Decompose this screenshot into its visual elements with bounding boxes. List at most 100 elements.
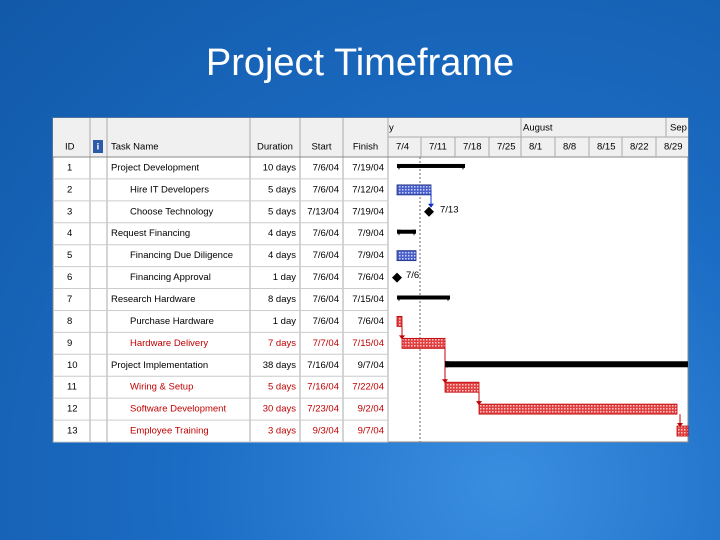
info-icon-glyph: i [97, 142, 100, 153]
summary-end [397, 229, 416, 236]
task-cell: 5 days [268, 382, 296, 393]
column-header: Duration [257, 142, 293, 153]
task-cell: 12 [67, 404, 78, 415]
task-cell: 7/15/04 [352, 294, 384, 305]
dependency-arrow [476, 401, 482, 406]
task-cell: 7/13/04 [307, 206, 339, 217]
dependency-arrow [428, 203, 434, 208]
task-cell: 10 days [263, 162, 297, 173]
task-cell: 7 [67, 294, 72, 305]
task-name: Employee Training [130, 426, 209, 437]
task-cell: 3 days [268, 426, 296, 437]
task-cell: 9 [67, 338, 72, 349]
task-name: Purchase Hardware [130, 316, 214, 327]
task-cell: 2 [67, 184, 72, 195]
task-name: Choose Technology [130, 206, 214, 217]
week-label: 7/4 [396, 142, 409, 153]
summary-bar [397, 229, 416, 234]
task-cell: 5 [67, 250, 72, 261]
task-cell: 4 [67, 228, 72, 239]
task-cell: 7/6/04 [313, 184, 339, 195]
task-cell: 7/6/04 [313, 316, 339, 327]
milestone-label: 7/6 [406, 270, 419, 281]
dependency-arrow [677, 423, 683, 428]
month-label: Sep [670, 123, 687, 134]
task-cell: 38 days [263, 360, 297, 371]
task-cell: 7/6/04 [313, 228, 339, 239]
task-name: Hardware Delivery [130, 338, 208, 349]
task-cell: 1 [67, 162, 72, 173]
slide-title: Project Timeframe [205, 42, 515, 84]
week-label: 8/8 [563, 142, 576, 153]
task-cell: 8 days [268, 294, 296, 305]
month-label: August [523, 123, 553, 134]
task-name: Financing Approval [130, 272, 211, 283]
task-name: Project Implementation [111, 360, 208, 371]
column-header: Start [311, 142, 331, 153]
week-label: 8/1 [529, 142, 542, 153]
task-name: Hire IT Developers [130, 184, 209, 195]
task-cell: 13 [67, 426, 78, 437]
task-cell: 7 days [268, 338, 296, 349]
column-header: ID [65, 142, 75, 153]
task-cell: 7/16/04 [307, 360, 339, 371]
milestone [424, 206, 434, 217]
task-cell: 9/3/04 [313, 426, 339, 437]
dependency-arrow [442, 379, 448, 384]
task-cell: 3 [67, 206, 72, 217]
task-cell: 7/6/04 [358, 316, 384, 327]
task-cell: 7/6/04 [358, 272, 384, 283]
task-cell: 30 days [263, 404, 297, 415]
info-icon [93, 140, 103, 153]
panel [52, 117, 689, 443]
column-header: Finish [353, 142, 378, 153]
task-bar [401, 337, 446, 349]
task-bar [676, 425, 689, 437]
task-cell: 8 [67, 316, 72, 327]
summary-bar [397, 163, 465, 168]
summary-bar [397, 295, 450, 300]
summary-bar [445, 361, 688, 368]
week-label: 7/11 [429, 142, 447, 153]
task-cell: 7/12/04 [352, 184, 384, 195]
task-bar [444, 381, 480, 393]
task-bar [478, 403, 678, 415]
task-cell: 4 days [268, 228, 296, 239]
task-name: Research Hardware [111, 294, 195, 305]
task-name: Software Development [130, 404, 226, 415]
task-cell: 7/7/04 [313, 338, 339, 349]
task-cell: 7/19/04 [352, 206, 384, 217]
task-cell: 9/2/04 [358, 404, 384, 415]
task-bar [396, 250, 417, 262]
week-label: 8/29 [664, 142, 683, 153]
task-cell: 7/9/04 [358, 228, 384, 239]
task-cell: 7/6/04 [313, 250, 339, 261]
task-cell: 7/9/04 [358, 250, 384, 261]
task-name: Wiring & Setup [130, 382, 193, 393]
task-cell: 7/16/04 [307, 382, 339, 393]
task-cell: 7/6/04 [313, 294, 339, 305]
task-name: Request Financing [111, 228, 190, 239]
task-cell: 6 [67, 272, 72, 283]
dependency-arrow [399, 335, 405, 340]
task-name: Project Development [111, 162, 200, 173]
task-cell: 7/15/04 [352, 338, 384, 349]
task-cell: 5 days [268, 184, 296, 195]
summary-end [445, 361, 449, 369]
task-cell: 7/22/04 [352, 382, 384, 393]
task-cell: 10 [67, 360, 78, 371]
task-bar [396, 184, 432, 196]
task-cell: 9/7/04 [358, 426, 384, 437]
column-header: Task Name [111, 142, 159, 153]
task-cell: 5 days [268, 206, 296, 217]
week-label: 8/15 [597, 142, 616, 153]
table-header-bg [53, 118, 388, 157]
task-bar [396, 316, 403, 327]
week-label: 7/25 [497, 142, 516, 153]
week-label: 8/22 [630, 142, 649, 153]
task-cell: 7/19/04 [352, 162, 384, 173]
milestone [392, 272, 402, 283]
milestone-label: 7/13 [440, 204, 459, 215]
